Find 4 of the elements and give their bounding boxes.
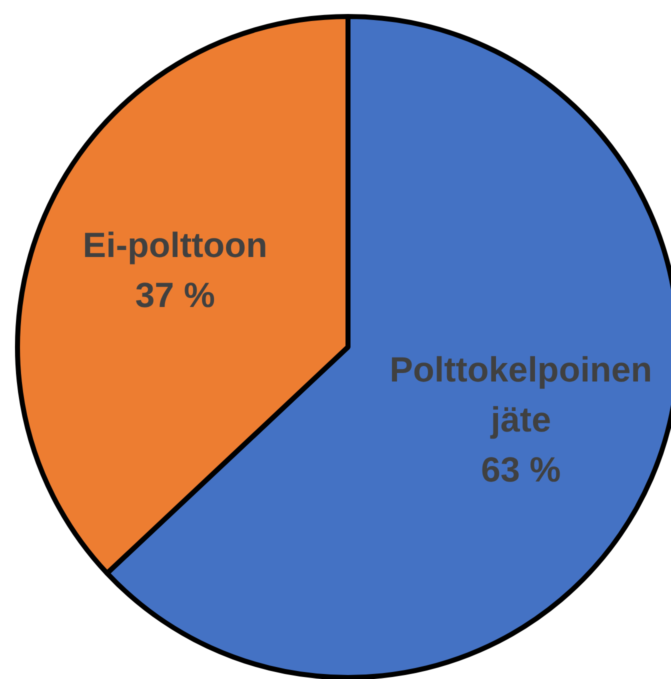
- slice-label: Ei-polttoon: [82, 226, 268, 265]
- data-label: 37 %: [135, 276, 215, 315]
- slice-label: Polttokelpoinen jäte: [390, 350, 652, 440]
- data-label: 63 %: [481, 450, 561, 490]
